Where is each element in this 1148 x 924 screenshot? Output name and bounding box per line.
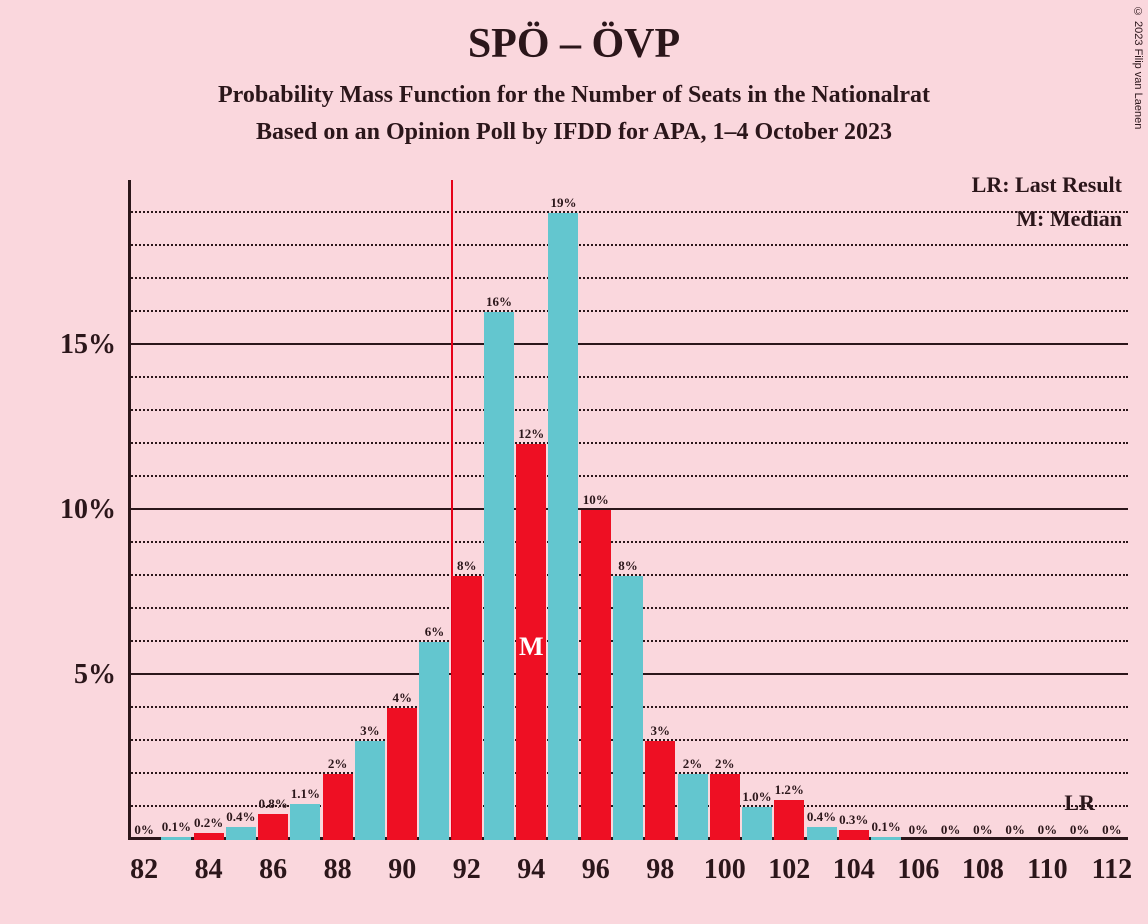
bar: 3% — [645, 741, 675, 840]
x-axis-label: 106 — [897, 854, 939, 886]
x-axis-label: 98 — [646, 854, 674, 886]
bar-label: 0.1% — [162, 819, 191, 835]
x-axis-label: 88 — [324, 854, 352, 886]
bar-label: 0% — [909, 822, 929, 838]
chart-plot-area: 5%10%15%0%0.1%0.2%0.4%0.8%1.1%2%3%4%6%8%… — [128, 180, 1128, 840]
bar-label: 0.4% — [807, 809, 836, 825]
gridline — [128, 211, 1128, 213]
bar-label: 0.8% — [259, 796, 288, 812]
bar-label: 8% — [457, 558, 477, 574]
bar: 1.1% — [290, 804, 320, 840]
bar-label: 1.2% — [775, 782, 804, 798]
median-label: M — [519, 632, 544, 662]
bar-label: 0.2% — [194, 815, 223, 831]
x-axis-label: 102 — [768, 854, 810, 886]
bar-label: 2% — [328, 756, 348, 772]
gridline — [128, 343, 1128, 345]
bar: 0.1% — [161, 837, 191, 840]
gridline — [128, 409, 1128, 411]
title-main: SPÖ – ÖVP — [0, 20, 1148, 68]
x-axis-label: 84 — [195, 854, 223, 886]
title-block: SPÖ – ÖVP Probability Mass Function for … — [0, 20, 1148, 146]
bar: 8% — [613, 576, 643, 840]
bar-label: 3% — [360, 723, 380, 739]
x-axis-label: 110 — [1027, 854, 1067, 886]
x-axis-label: 108 — [962, 854, 1004, 886]
bar-label: 0% — [1038, 822, 1058, 838]
bar-label: 0.3% — [839, 812, 868, 828]
bar-label: 0% — [1070, 822, 1090, 838]
bar: 2% — [678, 774, 708, 840]
gridline — [128, 376, 1128, 378]
bar: 0.4% — [807, 827, 837, 840]
gridline — [128, 541, 1128, 543]
bar: 8% — [452, 576, 482, 840]
x-axis-label: 112 — [1092, 854, 1132, 886]
x-axis-label: 104 — [833, 854, 875, 886]
bar: 0.1% — [871, 837, 901, 840]
bar-label: 2% — [683, 756, 703, 772]
bar: 3% — [355, 741, 385, 840]
bar-label: 3% — [651, 723, 671, 739]
bar-label: 0% — [134, 822, 154, 838]
bar-label: 1.1% — [291, 786, 320, 802]
x-axis-label: 90 — [388, 854, 416, 886]
gridline — [128, 244, 1128, 246]
bar: 6% — [419, 642, 449, 840]
bar-label: 16% — [486, 294, 512, 310]
gridline — [128, 508, 1128, 510]
bar: 16% — [484, 312, 514, 840]
bar-label: 4% — [392, 690, 412, 706]
gridline — [128, 277, 1128, 279]
bar-label: 0.1% — [871, 819, 900, 835]
bar-label: 0.4% — [226, 809, 255, 825]
x-axis-label: 100 — [704, 854, 746, 886]
bar-label: 8% — [618, 558, 638, 574]
y-axis-label: 15% — [60, 329, 116, 361]
bar: 0.2% — [194, 833, 224, 840]
gridline — [128, 442, 1128, 444]
lr-label: LR — [1064, 790, 1095, 816]
x-axis-label: 86 — [259, 854, 287, 886]
gridline — [128, 310, 1128, 312]
x-axis-label: 96 — [582, 854, 610, 886]
title-subtitle-1: Probability Mass Function for the Number… — [0, 82, 1148, 109]
bar: 19% — [548, 213, 578, 840]
bar: 0.4% — [226, 827, 256, 840]
bar-label: 0% — [941, 822, 961, 838]
bar: 12%M — [516, 444, 546, 840]
bar-label: 12% — [518, 426, 544, 442]
bar: 0.3% — [839, 830, 869, 840]
bar-label: 10% — [583, 492, 609, 508]
bar-label: 0% — [973, 822, 993, 838]
bar-label: 1.0% — [742, 789, 771, 805]
bar: 2% — [710, 774, 740, 840]
y-axis — [128, 180, 131, 840]
x-axis-label: 82 — [130, 854, 158, 886]
y-axis-label: 5% — [74, 659, 116, 691]
bar-label: 6% — [425, 624, 445, 640]
title-subtitle-2: Based on an Opinion Poll by IFDD for APA… — [0, 119, 1148, 146]
bar-label: 0% — [1102, 822, 1122, 838]
bar: 1.0% — [742, 807, 772, 840]
bar: 2% — [323, 774, 353, 840]
bar: 0.8% — [258, 814, 288, 840]
x-axis-label: 92 — [453, 854, 481, 886]
gridline — [128, 475, 1128, 477]
x-axis-label: 94 — [517, 854, 545, 886]
y-axis-label: 10% — [60, 494, 116, 526]
bar: 10% — [581, 510, 611, 840]
bar: 4% — [387, 708, 417, 840]
bar-label: 2% — [715, 756, 735, 772]
bar-label: 19% — [550, 195, 576, 211]
bar: 1.2% — [774, 800, 804, 840]
bar-label: 0% — [1005, 822, 1025, 838]
